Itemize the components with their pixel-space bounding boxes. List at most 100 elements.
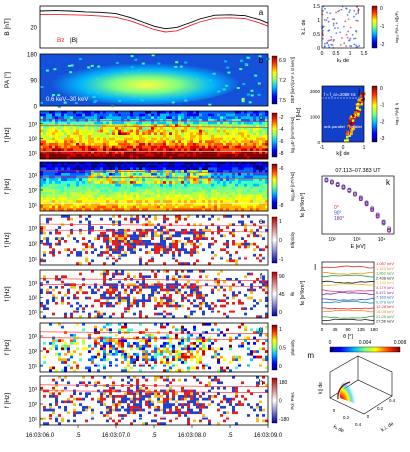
panel-e-cell (121, 237, 125, 241)
panel-f-cell (61, 302, 65, 305)
panel-c-cell (61, 119, 65, 122)
panel-d-cell (43, 162, 47, 165)
panel-d-cell (112, 162, 116, 165)
panel-c-cell (175, 153, 179, 157)
panel-e-cell (112, 259, 116, 263)
panel-e-cell (217, 240, 221, 243)
panel-d-cell (253, 170, 257, 174)
panel-e-cell (76, 237, 80, 241)
panel-e-cell (127, 242, 131, 246)
panel-c-cell (127, 156, 131, 160)
panel-c-cell (133, 156, 137, 160)
panel-e-cell (118, 262, 122, 266)
panel-e-cell (151, 256, 155, 260)
panel-d-cell (64, 172, 68, 176)
panel-d-cell (241, 189, 245, 193)
panel-e-cell (262, 245, 266, 249)
panel-e-cell (70, 251, 74, 255)
panel-d-cell (205, 194, 209, 198)
panel-c-cell (94, 156, 98, 160)
panel-e-cell (190, 226, 194, 230)
panel-e-cell (61, 220, 65, 224)
panel-c-cell (70, 143, 74, 146)
panel-e-cell (184, 215, 188, 218)
panel-d-cell (43, 200, 47, 203)
panel-c-cell (40, 137, 44, 141)
panel-d-cell (256, 191, 260, 195)
panel-c-cell (46, 153, 50, 157)
panel-c-cell (52, 113, 56, 117)
panel-c-cell (256, 132, 260, 136)
panel-d-cell (232, 167, 236, 171)
panel-d-cell (58, 202, 62, 206)
panel-c-cell (49, 113, 53, 117)
panel-d-cell (166, 175, 170, 179)
panel-c-cell (172, 113, 176, 117)
panel-e-cell (124, 231, 128, 235)
panel-c-cell (85, 153, 89, 157)
panel-e-cell (43, 253, 47, 257)
panel-d-cell (217, 170, 221, 174)
panel-c-label: c (259, 113, 263, 122)
panel-e-cell (175, 251, 179, 255)
panel-d-cell (79, 189, 83, 193)
panel-e-cell (121, 217, 125, 221)
panel-e-cell (241, 251, 245, 255)
panel-c-cell (121, 156, 125, 160)
panel-c-cell (49, 143, 53, 146)
panel-d-cell (64, 208, 68, 212)
panel-c-cell (139, 113, 143, 117)
panel-e-cell (103, 220, 107, 224)
panel-d-cbar-tick: -8 (279, 203, 284, 209)
panel-d-cell (121, 167, 125, 171)
panel-d-cell (43, 197, 47, 201)
panel-e-cell (205, 220, 209, 224)
panel-e-cell (154, 256, 158, 260)
panel-c-cell (265, 153, 269, 157)
panel-e-cell (223, 231, 227, 235)
panel-d-cell (172, 183, 176, 187)
panel-b-ytick: 90 (30, 79, 37, 85)
panel-e-cell (235, 217, 239, 221)
panel-e-cell (52, 262, 56, 266)
panel-c-cell (184, 148, 188, 152)
panel-c-cell (241, 140, 245, 144)
panel-d-cell (61, 164, 65, 168)
panel-e-cell (166, 228, 170, 232)
panel-c-cell (136, 124, 140, 128)
panel-e-cell (196, 256, 200, 260)
panel-c-cell (97, 116, 101, 120)
panel-e-cell (202, 240, 206, 243)
panel-d-cell (46, 181, 50, 184)
panel-c-cell (52, 119, 56, 122)
panel-c-cell (256, 124, 260, 128)
panel-c-cell (151, 124, 155, 128)
panel-e-cell (136, 220, 140, 224)
panel-d-cell (103, 205, 107, 209)
panel-c-cell (190, 111, 194, 114)
panel-d-cell (187, 175, 191, 179)
panel-e-cell (115, 248, 119, 252)
panel-c-cell (265, 132, 269, 136)
panel-c-cell (157, 143, 161, 146)
panel-e-cell (217, 237, 221, 241)
panel-c-cell (130, 124, 134, 128)
panel-e-cell (190, 248, 194, 252)
panel-f-cell (52, 286, 56, 289)
panel-d-cell (79, 162, 83, 165)
panel-e-cell (67, 220, 71, 224)
panel-d-cell (250, 170, 254, 174)
panel-c-cell (100, 145, 104, 149)
panel-f-cell (103, 294, 107, 297)
panel-c-cell (166, 137, 170, 141)
panel-c-cell (166, 140, 170, 144)
panel-e-cell (85, 237, 89, 241)
panel-d-cell (175, 194, 179, 198)
panel-e-cell (112, 251, 116, 255)
panel-e-cell (169, 226, 173, 230)
panel-f-cell (73, 275, 77, 279)
panel-e-cell (40, 251, 44, 255)
panel-c-cell (175, 148, 179, 152)
panel-e-cell (67, 262, 71, 266)
panel-e-cell (121, 231, 125, 235)
